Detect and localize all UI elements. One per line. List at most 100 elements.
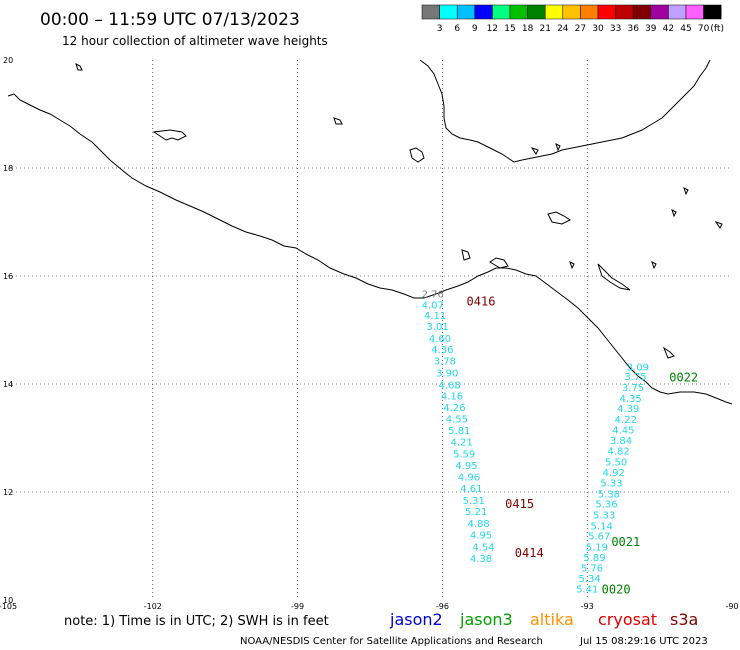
scale-swatch: [632, 4, 652, 20]
wave-height-label: 5.76: [581, 563, 603, 574]
scale-label: 45: [680, 24, 691, 34]
satellite-legend-cryosat: cryosat: [598, 610, 657, 629]
scale-swatch: [668, 4, 687, 20]
satellite-legend-altika: altika: [530, 610, 574, 629]
scale-label: 21: [539, 24, 550, 34]
scale-unit: (ft): [710, 24, 724, 34]
wave-height-label: 2.76: [422, 290, 444, 301]
coastline-gulf: [419, 59, 711, 163]
wave-height-label: 3.90: [436, 368, 458, 379]
scale-label: 18: [522, 24, 534, 34]
color-scale: 3 6 9 12 15 18 21 24 27 30 33 36 39 42 45 70 (ft): [421, 4, 724, 34]
scale-swatch: [685, 4, 704, 20]
lat-tick-label: 20: [3, 56, 13, 65]
scale-label: 42: [663, 24, 674, 34]
wave-height-label: 5.38: [598, 489, 620, 500]
pass-time-label: 0022: [669, 370, 698, 384]
lat-tick-label: 16: [3, 272, 13, 281]
map-frame: [8, 60, 732, 600]
pass-time-label: 0020: [602, 583, 631, 597]
lat-tick-label: 14: [3, 380, 13, 389]
scale-label: 30: [592, 24, 604, 34]
wave-height-label: 4.54: [472, 542, 494, 553]
lon-tick-label: -102: [144, 602, 162, 611]
scale-swatch: [703, 4, 722, 20]
wave-height-label: 5.41: [576, 584, 598, 595]
scale-swatch: [615, 4, 634, 20]
scale-swatch: [650, 4, 669, 20]
grid-lines: [8, 60, 732, 600]
scale-label: 70: [698, 24, 710, 34]
lon-ticks: -105 -102 -99 -96 -93 -90: [0, 602, 739, 611]
lat-tick-label: 18: [3, 164, 13, 173]
wave-height-label: 5.89: [583, 553, 605, 564]
lat-tick-label: 10: [3, 596, 13, 605]
wave-height-label: 5.36: [595, 500, 617, 511]
scale-label: 6: [454, 24, 460, 34]
scale-swatch: [562, 4, 581, 20]
scale-swatch: [439, 4, 458, 20]
scale-label: 3: [437, 24, 443, 34]
scale-swatch: [597, 4, 616, 20]
wave-height-label: 4.39: [617, 404, 639, 415]
wave-height-label: 3.75: [622, 383, 644, 394]
page-subtitle: 12 hour collection of altimeter wave hei…: [62, 34, 328, 48]
pass-time-label: 0416: [467, 295, 496, 309]
wave-height-label: 5.19: [586, 542, 608, 553]
scale-label: 36: [627, 24, 639, 34]
footer-credit: NOAA/NESDIS Center for Satellite Applica…: [240, 636, 543, 647]
wave-height-label: 4.45: [612, 426, 634, 437]
pass-time-label: 0414: [515, 546, 544, 560]
islands: [75, 63, 723, 359]
coastline-pacific: [7, 93, 733, 405]
wave-height-label: 5.31: [463, 496, 485, 507]
track-1: 2.764.074.113.014.604.363.783.904.684.16…: [422, 290, 544, 566]
lon-tick-label: -99: [291, 602, 304, 611]
scale-swatch: [527, 4, 546, 20]
wave-height-label: 4.68: [439, 380, 461, 391]
lat-ticks: 10 12 14 16 18 20: [3, 56, 13, 605]
wave-height-label: 4.95: [470, 530, 492, 541]
wave-height-label: 4.60: [429, 334, 451, 345]
wave-height-label: 4.61: [460, 484, 482, 495]
lon-tick-label: -90: [725, 602, 738, 611]
wave-height-label: 3.78: [434, 357, 456, 368]
scale-label: 39: [645, 24, 657, 34]
track-2: 3.093.753.754.354.394.224.453.844.825.50…: [576, 363, 698, 597]
wave-height-label: 4.26: [443, 403, 465, 414]
legend-note: note: 1) Time is in UTC; 2) SWH is in fe…: [64, 614, 329, 629]
scale-label: 15: [504, 24, 515, 34]
satellite-legend-jason3: jason3: [459, 610, 513, 629]
lat-tick-label: 12: [3, 488, 13, 497]
lon-tick-label: -93: [581, 602, 594, 611]
wave-height-label: 4.92: [603, 468, 625, 479]
wave-height-label: 5.50: [605, 458, 627, 469]
wave-height-label: 5.67: [588, 532, 610, 543]
wave-height-label: 4.22: [615, 415, 637, 426]
wave-height-label: 4.82: [607, 447, 629, 458]
wave-height-label: 4.95: [455, 461, 477, 472]
scale-label: 33: [610, 24, 621, 34]
wave-height-label: 5.33: [593, 510, 615, 521]
page-title: 00:00 – 11:59 UTC 07/13/2023: [40, 10, 300, 30]
scale-label: 24: [557, 24, 569, 34]
scale-swatch: [580, 4, 599, 20]
scale-label: 27: [575, 24, 586, 34]
satellite-legend-s3a: s3a: [670, 610, 698, 629]
wave-height-label: 3.09: [627, 363, 649, 374]
satellite-legend-jason2: jason2: [389, 610, 443, 629]
footer-timestamp: Jul 15 08:29:16 UTC 2023: [579, 636, 708, 647]
pass-time-label: 0021: [611, 535, 640, 549]
wave-height-label: 4.36: [431, 345, 453, 356]
wave-height-label: 4.11: [424, 311, 446, 322]
wave-height-label: 4.38: [470, 554, 492, 565]
wave-height-label: 3.75: [624, 372, 646, 383]
wave-height-label: 4.16: [441, 392, 463, 403]
wave-height-label: 4.55: [446, 414, 468, 425]
wave-height-label: 3.01: [426, 322, 448, 333]
wave-height-label: 5.33: [600, 479, 622, 490]
wave-height-label: 4.21: [451, 438, 473, 449]
scale-swatch: [421, 4, 440, 20]
